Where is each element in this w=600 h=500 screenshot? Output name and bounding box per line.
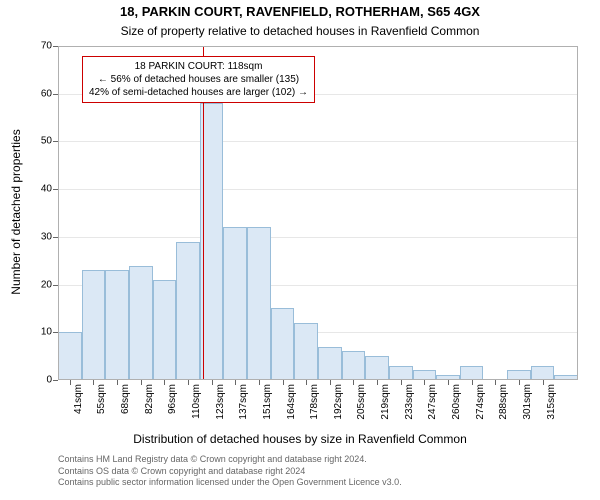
x-tick-label: 82sqm bbox=[144, 384, 155, 424]
axis-line bbox=[58, 46, 578, 47]
histogram-bar bbox=[58, 332, 82, 380]
x-tick bbox=[117, 380, 118, 385]
x-tick bbox=[472, 380, 473, 385]
x-tick-label: 315sqm bbox=[546, 384, 557, 424]
annotation-line: 42% of semi-detached houses are larger (… bbox=[89, 86, 308, 99]
x-tick-label: 260sqm bbox=[451, 384, 462, 424]
x-tick-label: 233sqm bbox=[404, 384, 415, 424]
y-axis-label: Number of detached properties bbox=[9, 62, 23, 362]
x-tick-label: 247sqm bbox=[427, 384, 438, 424]
grid-line bbox=[58, 141, 578, 142]
x-tick-label: 96sqm bbox=[167, 384, 178, 424]
grid-line bbox=[58, 237, 578, 238]
x-tick bbox=[519, 380, 520, 385]
y-tick-label: 40 bbox=[24, 184, 52, 195]
annotation-box: 18 PARKIN COURT: 118sqm← 56% of detached… bbox=[82, 56, 315, 103]
histogram-bar bbox=[531, 366, 555, 380]
chart-subtitle: Size of property relative to detached ho… bbox=[0, 24, 600, 38]
footer-line: Contains HM Land Registry data © Crown c… bbox=[58, 454, 402, 466]
histogram-bar bbox=[294, 323, 318, 380]
x-tick-label: 192sqm bbox=[333, 384, 344, 424]
histogram-bar bbox=[82, 270, 106, 380]
histogram-bar bbox=[365, 356, 389, 380]
x-tick-label: 151sqm bbox=[262, 384, 273, 424]
footer-line: Contains OS data © Crown copyright and d… bbox=[58, 466, 402, 478]
x-tick bbox=[141, 380, 142, 385]
x-tick bbox=[188, 380, 189, 385]
x-tick-label: 137sqm bbox=[238, 384, 249, 424]
y-tick-label: 20 bbox=[24, 279, 52, 290]
axis-line bbox=[577, 46, 578, 380]
histogram-bar bbox=[153, 280, 177, 380]
x-tick-label: 68sqm bbox=[120, 384, 131, 424]
x-tick bbox=[401, 380, 402, 385]
chart-title: 18, PARKIN COURT, RAVENFIELD, ROTHERHAM,… bbox=[0, 4, 600, 19]
x-tick-label: 274sqm bbox=[475, 384, 486, 424]
y-tick-label: 50 bbox=[24, 136, 52, 147]
footer-line: Contains public sector information licen… bbox=[58, 477, 402, 489]
x-tick-label: 110sqm bbox=[191, 384, 202, 424]
x-tick bbox=[353, 380, 354, 385]
y-tick-label: 0 bbox=[24, 375, 52, 386]
x-tick-label: 41sqm bbox=[73, 384, 84, 424]
x-axis-label: Distribution of detached houses by size … bbox=[0, 432, 600, 446]
x-tick-label: 205sqm bbox=[356, 384, 367, 424]
histogram-bar bbox=[176, 242, 200, 380]
y-tick-label: 10 bbox=[24, 327, 52, 338]
x-tick bbox=[212, 380, 213, 385]
axis-line bbox=[58, 379, 578, 380]
histogram-bar bbox=[342, 351, 366, 380]
x-tick-label: 178sqm bbox=[309, 384, 320, 424]
x-tick-label: 123sqm bbox=[215, 384, 226, 424]
x-tick-label: 55sqm bbox=[96, 384, 107, 424]
y-tick-label: 70 bbox=[24, 41, 52, 52]
annotation-line: 18 PARKIN COURT: 118sqm bbox=[89, 60, 308, 73]
x-tick bbox=[164, 380, 165, 385]
x-tick-label: 164sqm bbox=[286, 384, 297, 424]
histogram-bar bbox=[129, 266, 153, 381]
x-tick bbox=[495, 380, 496, 385]
x-tick bbox=[70, 380, 71, 385]
histogram-bar bbox=[318, 347, 342, 380]
histogram-bar bbox=[271, 308, 295, 380]
x-tick bbox=[424, 380, 425, 385]
x-tick bbox=[377, 380, 378, 385]
grid-line bbox=[58, 189, 578, 190]
footer: Contains HM Land Registry data © Crown c… bbox=[58, 454, 402, 489]
x-tick-label: 219sqm bbox=[380, 384, 391, 424]
x-tick-label: 301sqm bbox=[522, 384, 533, 424]
histogram-bar bbox=[389, 366, 413, 380]
y-tick-label: 60 bbox=[24, 88, 52, 99]
x-tick bbox=[330, 380, 331, 385]
y-tick-label: 30 bbox=[24, 231, 52, 242]
x-tick bbox=[235, 380, 236, 385]
x-tick bbox=[306, 380, 307, 385]
histogram-bar bbox=[105, 270, 129, 380]
x-tick-label: 288sqm bbox=[498, 384, 509, 424]
x-tick bbox=[259, 380, 260, 385]
x-tick bbox=[448, 380, 449, 385]
x-tick bbox=[283, 380, 284, 385]
annotation-line: ← 56% of detached houses are smaller (13… bbox=[89, 73, 308, 86]
histogram-bar bbox=[247, 227, 271, 380]
x-tick bbox=[93, 380, 94, 385]
y-tick bbox=[53, 380, 58, 381]
x-tick bbox=[543, 380, 544, 385]
histogram-bar bbox=[223, 227, 247, 380]
axis-line bbox=[58, 46, 59, 380]
histogram-bar bbox=[460, 366, 484, 380]
